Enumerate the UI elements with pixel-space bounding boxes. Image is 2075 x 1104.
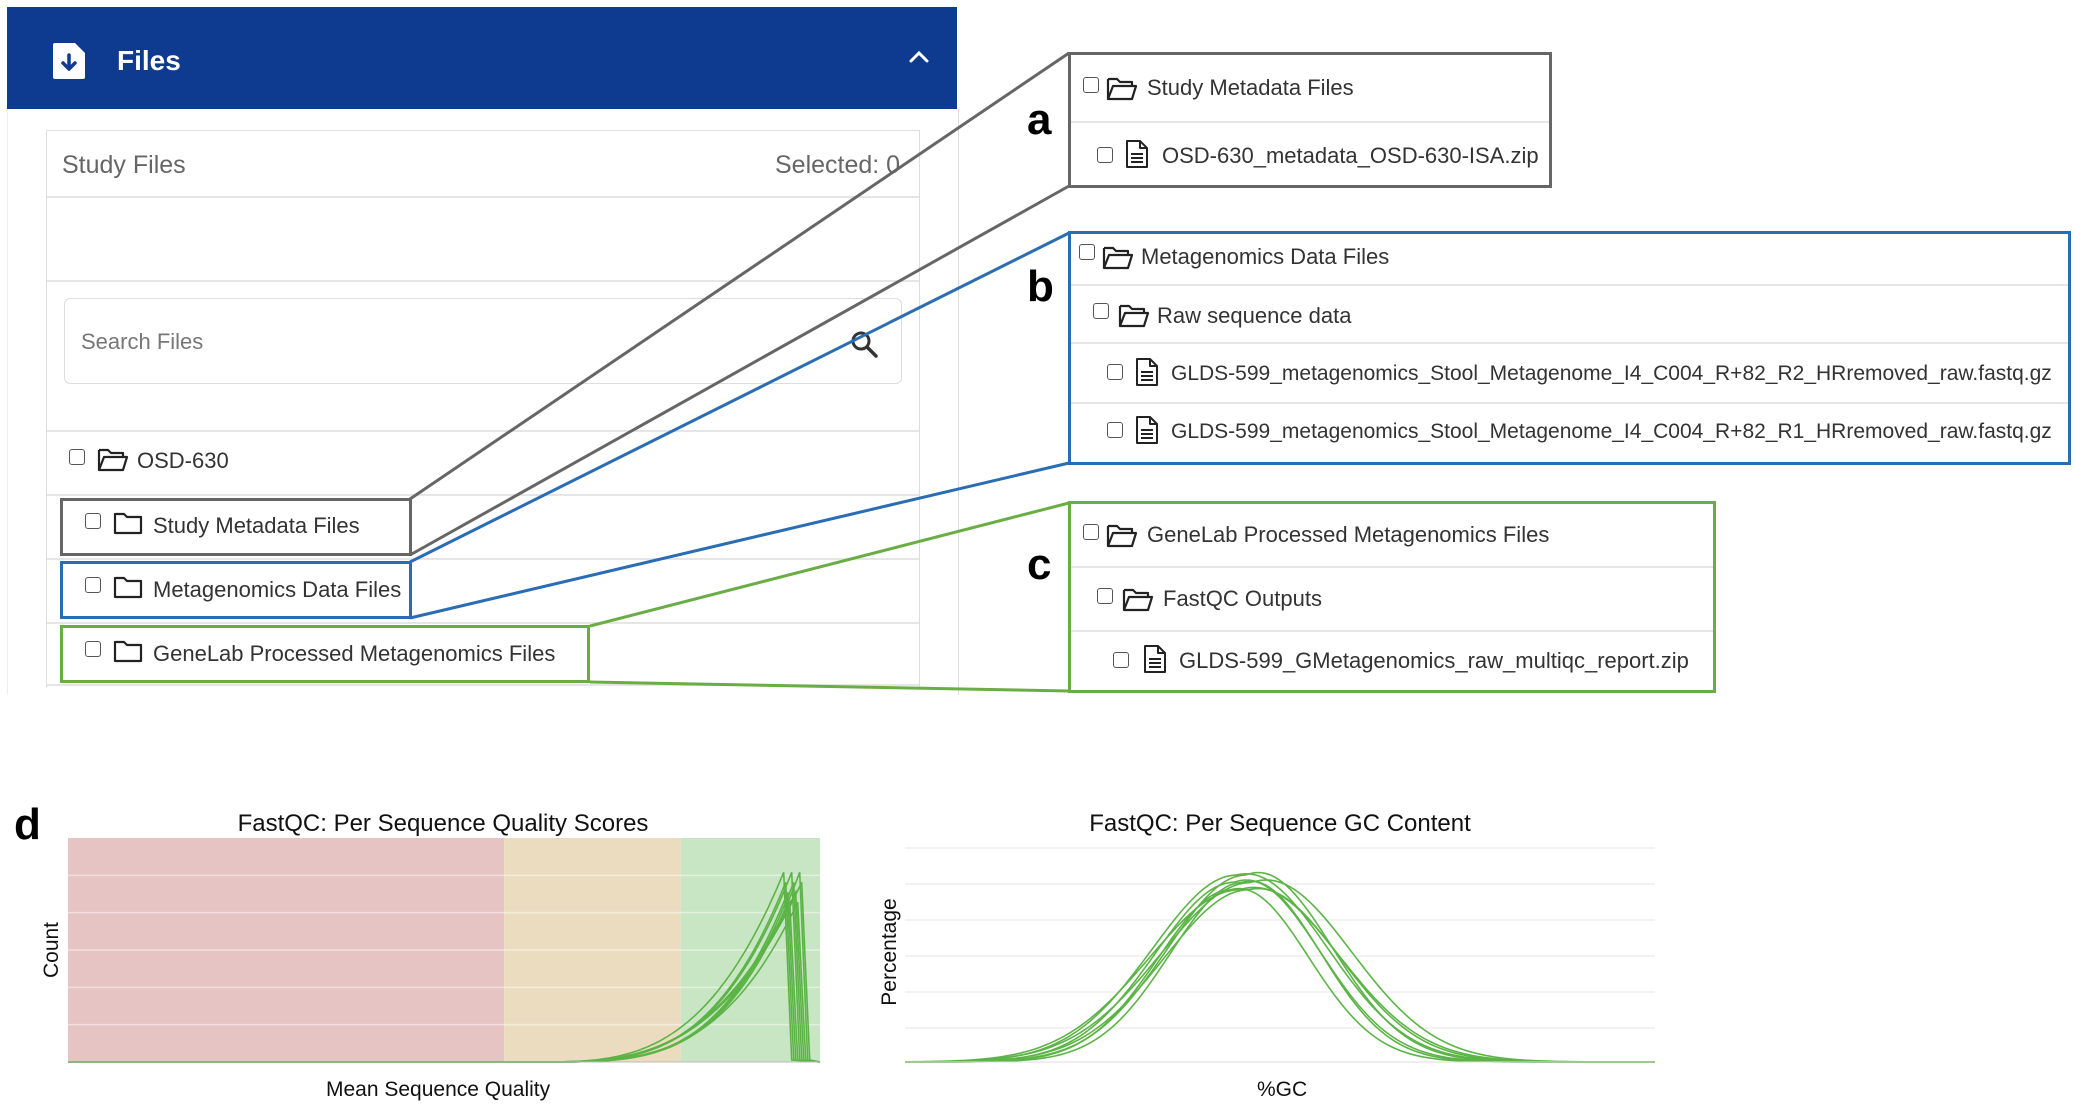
checkbox[interactable]	[1093, 303, 1109, 319]
tree-row-raw-sequence[interactable]: Raw sequence data	[1071, 286, 2068, 344]
tree-label-root: OSD-630	[137, 448, 229, 473]
divider	[47, 280, 919, 282]
series-line	[905, 879, 1655, 1063]
files-panel-header[interactable]: Files	[7, 7, 957, 109]
zone-warn	[504, 838, 681, 1062]
divider	[47, 494, 919, 496]
panel-c: GeneLab Processed Metagenomics Files Fas…	[1068, 501, 1716, 693]
tree-row-file[interactable]: GLDS-599_metagenomics_Stool_Metagenome_I…	[1071, 344, 2068, 404]
folder-icon	[113, 512, 143, 535]
folder-label: Study Metadata Files	[1147, 75, 1354, 100]
divider	[47, 558, 919, 560]
panel-label-b: b	[1027, 262, 1054, 311]
x-axis-label-gc: %GC	[1257, 1078, 1308, 1101]
y-axis-label-gc: Percentage	[878, 898, 901, 1006]
checkbox[interactable]	[1113, 652, 1129, 668]
divider	[47, 430, 919, 432]
panel-label-c: c	[1027, 540, 1052, 589]
series-line	[905, 887, 1655, 1063]
series-line	[905, 887, 1655, 1063]
chart-title-quality: FastQC: Per Sequence Quality Scores	[237, 810, 649, 837]
series-line	[905, 879, 1655, 1063]
checkbox[interactable]	[1083, 77, 1099, 93]
panel-a: Study Metadata Files OSD-630_metadata_OS…	[1068, 52, 1552, 188]
checkbox[interactable]	[69, 449, 85, 465]
checkbox[interactable]	[85, 513, 101, 529]
checkbox[interactable]	[1083, 524, 1099, 540]
folder-label: FastQC Outputs	[1163, 586, 1322, 611]
folder-open-icon	[1122, 588, 1154, 612]
tree-row-genelab-processed[interactable]: GeneLab Processed Metagenomics Files	[1071, 504, 1713, 568]
chart-title-gc: FastQC: Per Sequence GC Content	[1089, 810, 1471, 837]
checkbox[interactable]	[1079, 244, 1095, 260]
panel-label-d: d	[14, 800, 41, 849]
folder-label: GeneLab Processed Metagenomics Files	[1147, 522, 1550, 547]
folder-open-icon	[1106, 77, 1138, 101]
panel-b: Metagenomics Data Files Raw sequence dat…	[1068, 231, 2071, 465]
folder-label: Study Metadata Files	[153, 513, 360, 538]
selected-count: Selected: 0	[775, 151, 901, 179]
zone-fail	[68, 838, 505, 1062]
search-icon[interactable]	[849, 329, 879, 359]
file-text-icon	[1126, 140, 1148, 168]
folder-icon	[113, 640, 143, 663]
folder-open-icon	[1118, 304, 1150, 328]
tree-row-file[interactable]: OSD-630_metadata_OSD-630-ISA.zip	[1071, 123, 1549, 185]
x-axis-label-quality: Mean Sequence Quality	[326, 1078, 551, 1101]
folder-label: Raw sequence data	[1157, 303, 1352, 328]
checkbox[interactable]	[85, 641, 101, 657]
file-download-icon	[53, 43, 85, 79]
panel-label-a: a	[1027, 95, 1052, 144]
highlight-box-b	[60, 561, 412, 619]
folder-icon	[113, 576, 143, 599]
file-label: GLDS-599_metagenomics_Stool_Metagenome_I…	[1171, 362, 2052, 385]
tree-row-file[interactable]: GLDS-599_metagenomics_Stool_Metagenome_I…	[1071, 404, 2068, 462]
divider	[47, 622, 919, 624]
chart-gc-content	[905, 847, 1655, 1063]
file-text-icon	[1136, 416, 1158, 444]
tree-row-file[interactable]: GLDS-599_GMetagenomics_raw_multiqc_repor…	[1071, 632, 1713, 690]
chart-quality-scores	[68, 838, 820, 1063]
divider	[47, 684, 919, 686]
folder-label: Metagenomics Data Files	[153, 577, 402, 602]
file-label: OSD-630_metadata_OSD-630-ISA.zip	[1162, 143, 1539, 168]
file-text-icon	[1144, 645, 1166, 673]
tree-row-metagenomics-data[interactable]: Metagenomics Data Files	[1071, 234, 2068, 286]
checkbox[interactable]	[1107, 364, 1123, 380]
folder-open-icon	[1102, 246, 1134, 270]
checkbox[interactable]	[1097, 147, 1113, 163]
folder-open-icon	[1106, 524, 1138, 548]
divider	[47, 196, 919, 198]
search-input[interactable]: Search Files	[64, 298, 902, 384]
search-placeholder: Search Files	[81, 329, 204, 354]
tree-row-root[interactable]: OSD-630	[60, 440, 910, 486]
folder-label: Metagenomics Data Files	[1141, 244, 1390, 269]
chevron-up-icon[interactable]	[907, 47, 931, 67]
tree-row-genelab-processed[interactable]: GeneLab Processed Metagenomics Files	[60, 628, 590, 678]
checkbox[interactable]	[1107, 422, 1123, 438]
file-label: GLDS-599_GMetagenomics_raw_multiqc_repor…	[1179, 648, 1689, 673]
highlight-box-c	[60, 625, 590, 683]
file-text-icon	[1136, 358, 1158, 386]
y-axis-label-quality: Count	[40, 921, 63, 979]
tree-row-fastqc-outputs[interactable]: FastQC Outputs	[1071, 568, 1713, 632]
tree-row-metagenomics-data[interactable]: Metagenomics Data Files	[60, 564, 410, 614]
series-line	[905, 871, 1655, 1063]
series-line	[905, 872, 1655, 1063]
file-label: GLDS-599_metagenomics_Stool_Metagenome_I…	[1171, 420, 2052, 443]
files-title: Files	[117, 45, 181, 76]
tree-row-study-metadata[interactable]: Study Metadata Files	[60, 500, 410, 550]
series-line	[905, 880, 1655, 1063]
series-line	[905, 886, 1655, 1063]
folder-label: GeneLab Processed Metagenomics Files	[153, 641, 556, 666]
checkbox[interactable]	[85, 577, 101, 593]
study-files-label: Study Files	[62, 151, 186, 179]
checkbox[interactable]	[1097, 588, 1113, 604]
tree-row-study-metadata[interactable]: Study Metadata Files	[1071, 55, 1549, 123]
highlight-box-a	[60, 498, 412, 556]
folder-open-icon	[97, 448, 129, 472]
